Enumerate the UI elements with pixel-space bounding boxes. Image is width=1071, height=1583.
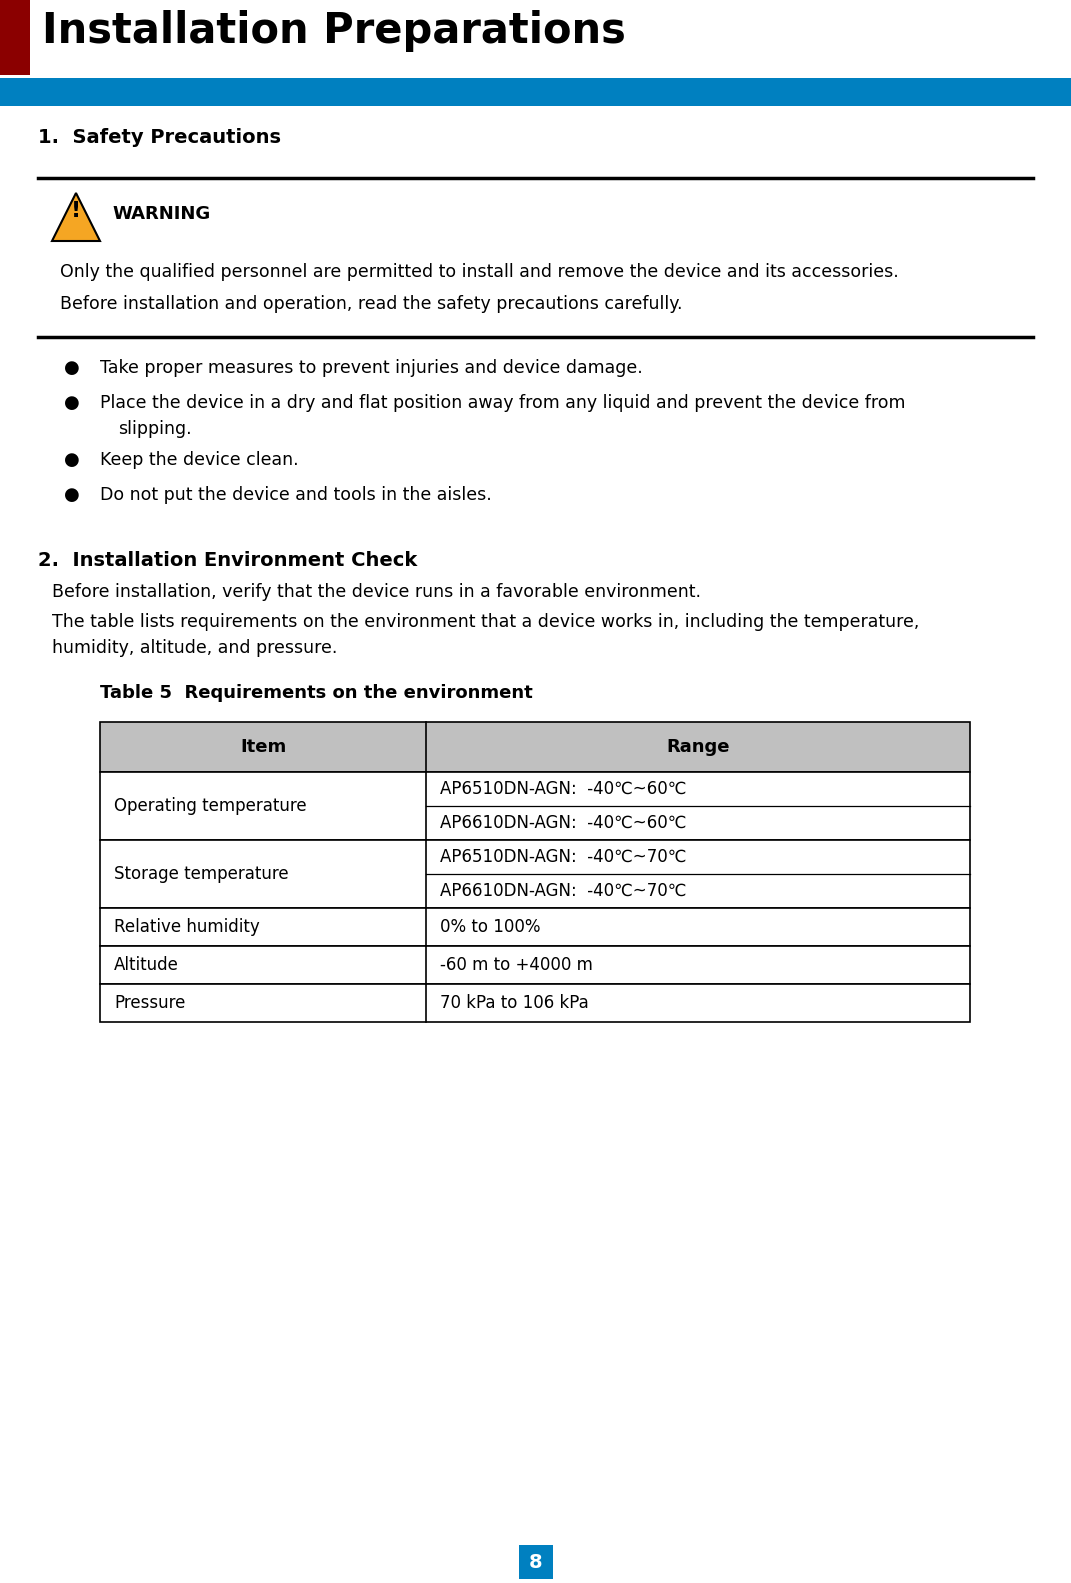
Text: Keep the device clean.: Keep the device clean. [100,451,299,469]
Text: Item: Item [240,738,286,757]
Text: AP6610DN-AGN:  -40℃~70℃: AP6610DN-AGN: -40℃~70℃ [440,882,687,901]
Text: Range: Range [666,738,729,757]
Bar [100,909,970,947]
Bar [100,985,970,1023]
Text: WARNING: WARNING [112,206,210,223]
Text: Relative humidity: Relative humidity [114,918,260,936]
Polygon shape [52,193,100,241]
Bar [100,947,970,985]
Text: Place the device in a dry and flat position away from any liquid and prevent the: Place the device in a dry and flat posit… [100,394,905,412]
Text: Take proper measures to prevent injuries and device damage.: Take proper measures to prevent injuries… [100,359,643,377]
Text: 2.  Installation Environment Check: 2. Installation Environment Check [37,551,418,570]
Text: 1.  Safety Precautions: 1. Safety Precautions [37,128,281,147]
Text: Before installation and operation, read the safety precautions carefully.: Before installation and operation, read … [60,294,682,313]
Bar [0,78,1071,106]
Text: AP6610DN-AGN:  -40℃~60℃: AP6610DN-AGN: -40℃~60℃ [440,814,687,833]
Text: humidity, altitude, and pressure.: humidity, altitude, and pressure. [52,640,337,657]
Text: Do not put the device and tools in the aisles.: Do not put the device and tools in the a… [100,486,492,503]
Text: AP6510DN-AGN:  -40℃~70℃: AP6510DN-AGN: -40℃~70℃ [440,848,687,866]
Text: Table 5  Requirements on the environment: Table 5 Requirements on the environment [100,684,532,701]
Bar [0,0,30,74]
Text: 0% to 100%: 0% to 100% [440,918,541,936]
Text: !: ! [71,201,81,222]
Text: slipping.: slipping. [118,419,192,438]
Text: ●: ● [64,359,80,377]
Bar [100,722,970,773]
Bar [518,1545,553,1578]
Text: ●: ● [64,394,80,412]
Text: Pressure: Pressure [114,994,185,1012]
Text: Altitude: Altitude [114,956,179,974]
Text: Only the qualified personnel are permitted to install and remove the device and : Only the qualified personnel are permitt… [60,263,899,282]
Text: ●: ● [64,451,80,469]
Text: 8: 8 [529,1553,542,1572]
Text: AP6510DN-AGN:  -40℃~60℃: AP6510DN-AGN: -40℃~60℃ [440,780,687,798]
Text: 70 kPa to 106 kPa: 70 kPa to 106 kPa [440,994,589,1012]
Text: Storage temperature: Storage temperature [114,864,288,883]
Bar [100,841,970,909]
Text: Before installation, verify that the device runs in a favorable environment.: Before installation, verify that the dev… [52,583,702,602]
Text: Installation Preparations: Installation Preparations [42,9,625,52]
Text: Operating temperature: Operating temperature [114,796,306,815]
Text: -60 m to +4000 m: -60 m to +4000 m [440,956,593,974]
Bar [100,773,970,841]
Text: The table lists requirements on the environment that a device works in, includin: The table lists requirements on the envi… [52,613,919,632]
Text: ●: ● [64,486,80,503]
